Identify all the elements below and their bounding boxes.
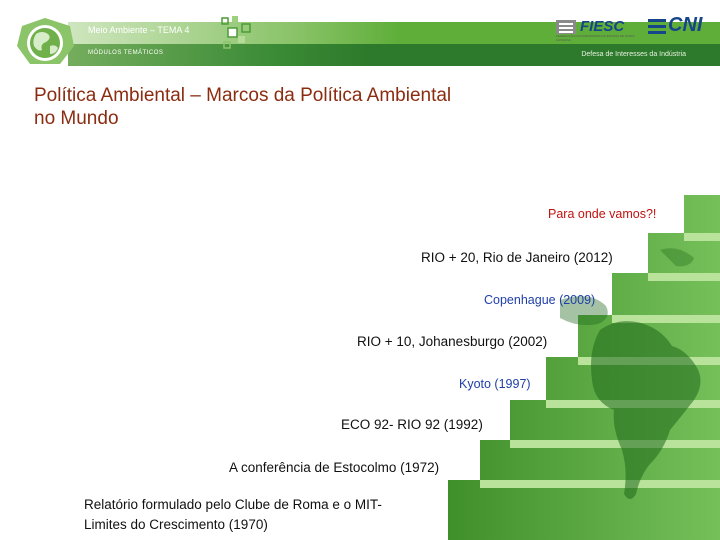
cni-logo: CNI: [668, 14, 703, 36]
fiesc-emblem-icon: [556, 20, 576, 34]
header-slogan: Defesa de Interesses da Indústria: [581, 51, 686, 58]
decorative-squares-icon: [221, 16, 251, 49]
step-copenhague: Copenhague (2009): [484, 293, 596, 307]
step-eco92: ECO 92- RIO 92 (1992): [341, 417, 483, 432]
step-rio20: RIO + 20, Rio de Janeiro (2012): [421, 250, 613, 265]
step-clube-de-roma: Relatório formulado pelo Clube de Roma e…: [84, 495, 382, 535]
clube-de-roma-line2: Limites do Crescimento (1970): [84, 517, 268, 532]
module-title: Meio Ambiente – TEMA 4: [88, 25, 190, 35]
globe-logo-icon: [17, 18, 74, 64]
step-rio10: RIO + 10, Johanesburgo (2002): [357, 334, 548, 349]
fiesc-logo: FIESC: [580, 18, 625, 35]
step-kyoto: Kyoto (1997): [459, 377, 531, 391]
cni-emblem-icon: [648, 19, 666, 34]
module-subtitle: MÓDULOS TEMÁTICOS: [88, 50, 164, 56]
clube-de-roma-line1: Relatório formulado pelo Clube de Roma e…: [84, 497, 382, 512]
header-banner: Meio Ambiente – TEMA 4 MÓDULOS TEMÁTICOS…: [0, 0, 720, 72]
fiesc-tagline: FEDERAÇÃO DAS INDÚSTRIAS DO ESTADO DE SA…: [556, 34, 635, 42]
step-future: Para onde vamos?!: [548, 207, 657, 221]
step-estocolmo: A conferência de Estocolmo (1972): [229, 460, 440, 475]
header-dark-strip: [68, 44, 720, 66]
page-title: Política Ambiental – Marcos da Política …: [34, 85, 452, 129]
